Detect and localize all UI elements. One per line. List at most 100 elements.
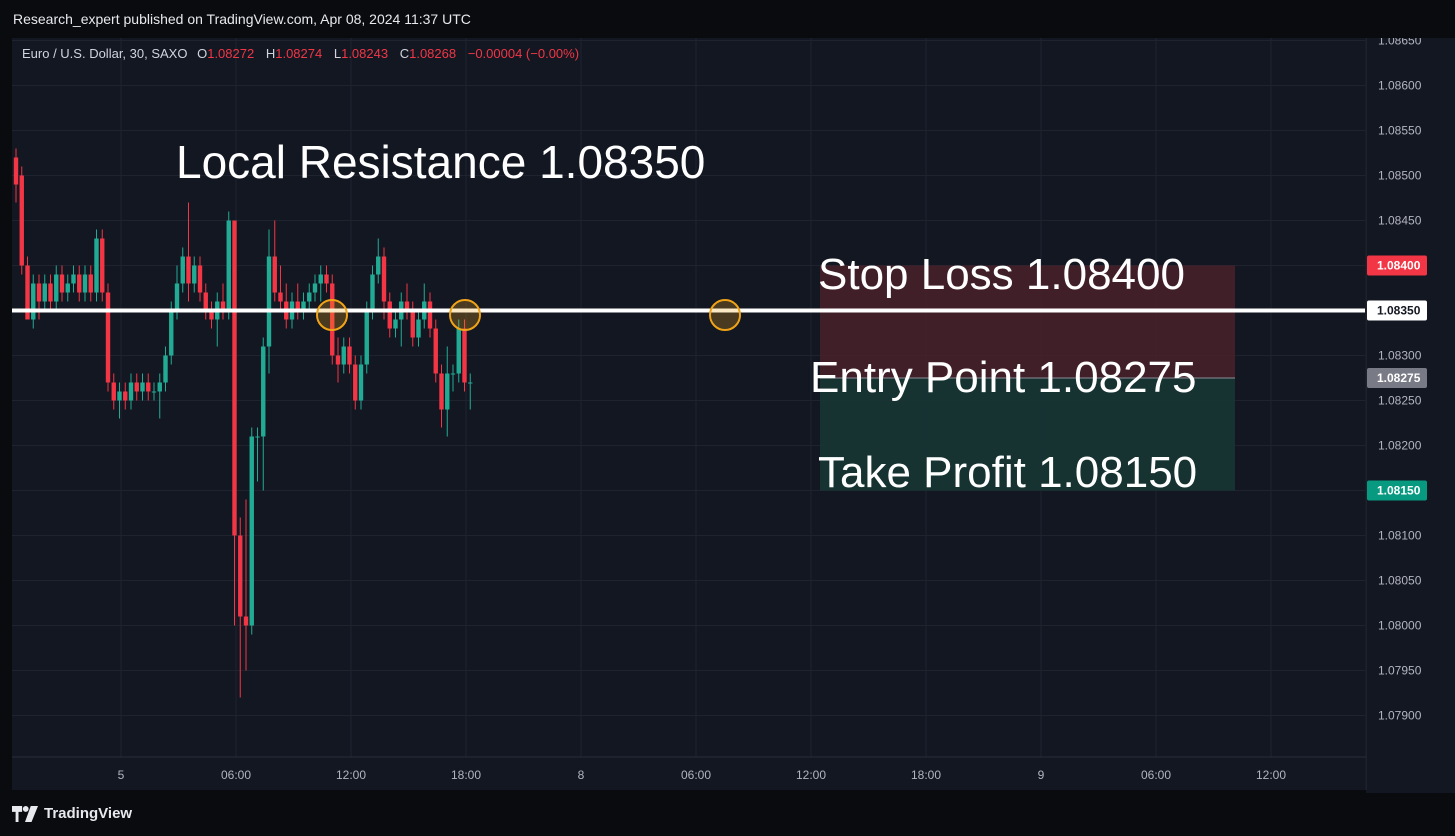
time-tick-label: 18:00 — [451, 768, 481, 782]
touch-circles — [316, 299, 741, 331]
candle — [128, 373, 134, 410]
high-value: 1.08274 — [275, 46, 322, 61]
price-badge-bg — [1367, 300, 1427, 321]
candle — [330, 274, 335, 365]
price-badge-label: 1.08400 — [1377, 259, 1421, 273]
candle-body — [307, 292, 312, 302]
candle-body — [364, 310, 369, 365]
time-tick-label: 06:00 — [221, 768, 251, 782]
candle-body — [468, 382, 473, 384]
candle — [77, 265, 82, 302]
candle — [238, 517, 243, 698]
candle-body — [266, 256, 272, 347]
candle-body — [456, 328, 461, 374]
candle-body — [232, 220, 237, 536]
candle — [71, 265, 76, 293]
candle — [376, 238, 381, 284]
candle — [381, 247, 387, 320]
price-tick-label: 1.08250 — [1378, 394, 1422, 408]
price-badge-label: 1.08350 — [1377, 304, 1421, 318]
candle — [13, 148, 19, 203]
candle-body — [180, 256, 185, 284]
candle — [209, 301, 214, 329]
candle-body — [439, 373, 444, 410]
ohlc-legend: Euro / U.S. Dollar, 30, SAXO O1.08272 H1… — [22, 46, 579, 61]
tradingview-logo[interactable]: TradingView — [12, 805, 132, 822]
candle-body — [261, 346, 266, 437]
candle-body — [203, 292, 208, 311]
candle-body — [100, 238, 105, 293]
candle-body — [341, 346, 346, 365]
price-tick-label: 1.08500 — [1378, 169, 1422, 183]
candle — [312, 274, 318, 302]
time-tick-label: 8 — [578, 768, 585, 782]
candle-body — [163, 355, 168, 383]
candle-body — [370, 274, 375, 311]
price-tick-label: 1.07900 — [1378, 709, 1422, 723]
candle — [19, 166, 24, 275]
candle-body — [36, 283, 42, 302]
price-axis[interactable]: 1.086501.086001.085501.085001.084501.083… — [1365, 34, 1455, 794]
candle-body — [123, 391, 128, 401]
candle — [450, 364, 456, 392]
candle-body — [318, 274, 323, 284]
candle-body — [238, 535, 243, 617]
time-tick-label: 06:00 — [681, 768, 711, 782]
svg-text:Euro / U.S. Dollar, 30, SAXO: Euro / U.S. Dollar, 30, SAXO O1.08272 H1… — [22, 46, 579, 61]
publish-header: Research_expert published on TradingView… — [0, 0, 1455, 38]
candle — [445, 346, 450, 437]
candle — [387, 292, 392, 338]
candle-body — [272, 256, 277, 293]
candle-body — [146, 382, 151, 392]
price-tick-label: 1.08100 — [1378, 529, 1422, 543]
candle-body — [243, 616, 249, 626]
price-badge-bg — [1367, 368, 1427, 388]
candle-body — [117, 391, 122, 401]
time-tick-label: 12:00 — [336, 768, 366, 782]
candle-body — [381, 256, 387, 302]
price-badge: 1.08150 — [1367, 480, 1427, 501]
candle — [318, 265, 323, 302]
candle — [48, 274, 53, 311]
candle-body — [169, 310, 174, 356]
candle-body — [140, 382, 145, 392]
change-value: −0.00004 (−0.00%) — [468, 46, 579, 61]
candle-body — [88, 274, 93, 293]
candle — [295, 283, 300, 320]
price-badge-bg — [1367, 255, 1427, 276]
price-badge-label: 1.08275 — [1377, 371, 1421, 385]
candle-body — [220, 301, 226, 311]
candle — [439, 364, 444, 428]
price-tick-label: 1.08000 — [1378, 619, 1422, 633]
candle-body — [209, 310, 214, 320]
candle — [197, 256, 203, 302]
tradingview-brand: TradingView — [44, 805, 133, 822]
high-label: H — [266, 46, 275, 61]
candle — [54, 265, 59, 311]
stop-loss-zone — [820, 265, 1235, 378]
candle — [31, 274, 36, 329]
candle — [261, 337, 266, 491]
candle — [462, 319, 467, 392]
candle — [335, 337, 341, 383]
price-axis-bg — [1366, 38, 1455, 793]
price-tick-label: 1.07950 — [1378, 664, 1422, 678]
candle-body — [42, 283, 47, 302]
candle-body — [445, 373, 450, 410]
candle — [266, 229, 272, 374]
price-badge: 1.08275 — [1367, 368, 1427, 388]
candle-body — [105, 292, 111, 383]
touch-circle — [449, 299, 481, 331]
candle — [307, 283, 312, 311]
candle-body — [462, 328, 467, 383]
candle — [427, 292, 433, 338]
candle-body — [77, 274, 82, 293]
candle — [220, 283, 226, 320]
candle — [94, 229, 99, 302]
candle-body — [174, 283, 180, 311]
candle — [226, 211, 231, 320]
time-axis[interactable]: 5 06:00 12:00 18:00 8 06:00 12:00 18:00 9 06:00 12… — [12, 756, 1366, 782]
candle-body — [387, 301, 392, 329]
candle — [433, 319, 438, 383]
